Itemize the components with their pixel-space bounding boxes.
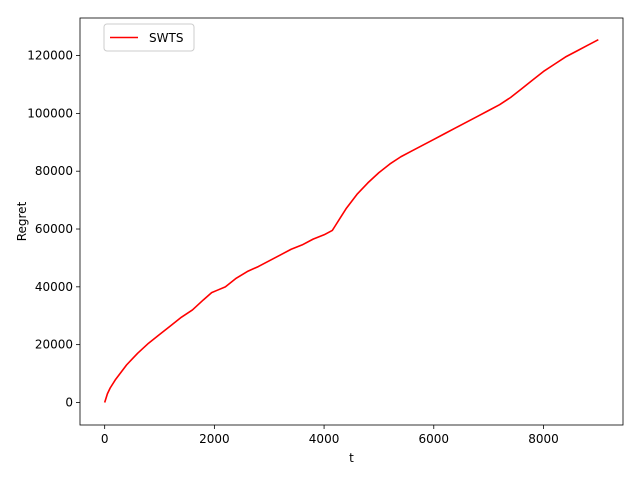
- series-line-swts: [103, 38, 599, 403]
- legend-box: [103, 23, 195, 52]
- x-tick-label: 0: [101, 432, 109, 446]
- y-tick-label: 120000: [27, 49, 73, 63]
- legend-label-swts: SWTS: [149, 31, 183, 45]
- x-tick-label: 6000: [418, 432, 449, 446]
- x-tick-label: 2000: [199, 432, 230, 446]
- x-axis-label: t: [349, 451, 354, 465]
- x-tick-label: 8000: [528, 432, 559, 446]
- y-tick-label: 20000: [35, 338, 73, 352]
- y-axis-ticks: 0 20000 40000 60000 80000 100000 120000: [27, 49, 80, 409]
- plot-area: [80, 18, 623, 425]
- x-tick-label: 4000: [309, 432, 340, 446]
- y-tick-label: 60000: [35, 222, 73, 236]
- y-tick-label: 80000: [35, 164, 73, 178]
- legend: SWTS: [103, 23, 195, 52]
- series-layer: [103, 38, 599, 403]
- y-axis-label: Regret: [15, 201, 29, 241]
- y-tick-label: 0: [65, 395, 73, 409]
- y-tick-label: 40000: [35, 280, 73, 294]
- y-tick-label: 100000: [27, 106, 73, 120]
- x-axis-ticks: 0 2000 4000 6000 8000: [101, 425, 559, 446]
- axes-frame: [79, 17, 624, 426]
